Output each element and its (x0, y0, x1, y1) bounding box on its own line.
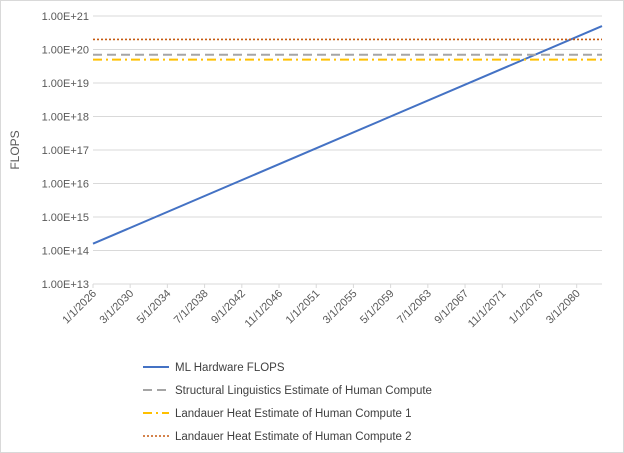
y-tick-label: 1.00E+19 (42, 78, 89, 90)
x-tick-label: 5/1/2034 (135, 288, 174, 327)
y-tick-label: 1.00E+17 (42, 145, 89, 157)
legend: ML Hardware FLOPS Structural Linguistics … (143, 362, 432, 443)
gridlines (93, 15, 602, 285)
legend-label: Landauer Heat Estimate of Human Compute … (175, 408, 412, 420)
x-tick-label: 11/1/2046 (243, 288, 286, 331)
y-tick-label: 1.00E+16 (42, 179, 89, 191)
y-tick-label: 1.00E+21 (42, 11, 89, 23)
y-tick-label: 1.00E+20 (42, 45, 89, 57)
legend-label: ML Hardware FLOPS (175, 362, 285, 374)
y-axis-title: FLOPS (8, 130, 22, 169)
x-tick-label: 9/1/2042 (209, 288, 248, 327)
x-axis: 1/1/20263/1/20305/1/20347/1/20389/1/2042… (60, 283, 602, 331)
y-tick-label: 1.00E+15 (42, 212, 89, 224)
x-tick-label: 1/1/2026 (60, 288, 99, 327)
y-axis-tick-labels: 1.00E+13 1.00E+14 1.00E+15 1.00E+16 1.00E+17… (42, 11, 89, 291)
y-tick-label: 1.00E+14 (42, 246, 89, 258)
x-tick-label: 1/1/2051 (284, 288, 323, 327)
x-tick-label: 11/1/2071 (466, 288, 509, 331)
series-lines (92, 25, 603, 245)
legend-label: Structural Linguistics Estimate of Human… (175, 385, 432, 397)
y-tick-label: 1.00E+18 (42, 112, 89, 124)
x-tick-label: 7/1/2063 (395, 288, 434, 327)
x-tick-label: 1/1/2076 (507, 288, 546, 327)
x-tick-label: 9/1/2067 (432, 288, 471, 327)
x-tick-label: 5/1/2059 (358, 288, 397, 327)
x-tick-label: 3/1/2055 (321, 288, 360, 327)
y-tick-label: 1.00E+13 (42, 279, 89, 291)
x-tick-label: 3/1/2030 (98, 288, 137, 327)
legend-label: Landauer Heat Estimate of Human Compute … (175, 431, 412, 443)
series-line (92, 25, 603, 245)
x-tick-label: 7/1/2038 (172, 288, 211, 327)
x-tick-label: 3/1/2080 (544, 288, 583, 327)
